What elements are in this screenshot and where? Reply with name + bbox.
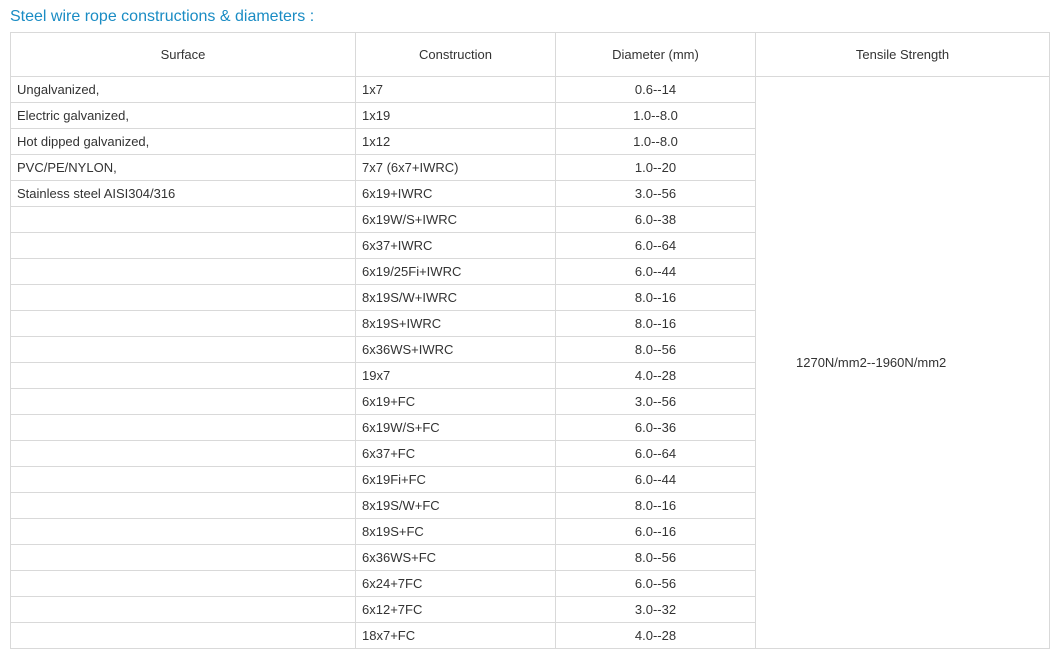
cell-diameter: 8.0--16 — [556, 311, 756, 337]
cell-tensile: 1270N/mm2--1960N/mm2 — [756, 77, 1050, 649]
cell-construction: 8x19S/W+IWRC — [356, 285, 556, 311]
cell-diameter: 8.0--16 — [556, 493, 756, 519]
cell-surface: Ungalvanized, — [11, 77, 356, 103]
cell-surface — [11, 415, 356, 441]
cell-construction: 8x19S/W+FC — [356, 493, 556, 519]
cell-diameter: 6.0--56 — [556, 571, 756, 597]
cell-construction: 6x36WS+IWRC — [356, 337, 556, 363]
cell-surface — [11, 363, 356, 389]
cell-surface — [11, 467, 356, 493]
cell-diameter: 1.0--8.0 — [556, 103, 756, 129]
cell-diameter: 6.0--36 — [556, 415, 756, 441]
cell-surface: PVC/PE/NYLON, — [11, 155, 356, 181]
cell-surface — [11, 571, 356, 597]
cell-diameter: 8.0--56 — [556, 337, 756, 363]
cell-surface: Stainless steel AISI304/316 — [11, 181, 356, 207]
cell-diameter: 6.0--44 — [556, 467, 756, 493]
cell-surface — [11, 519, 356, 545]
cell-diameter: 8.0--56 — [556, 545, 756, 571]
col-header-surface: Surface — [11, 33, 356, 77]
cell-construction: 1x12 — [356, 129, 556, 155]
cell-diameter: 8.0--16 — [556, 285, 756, 311]
cell-diameter: 3.0--32 — [556, 597, 756, 623]
cell-diameter: 6.0--44 — [556, 259, 756, 285]
cell-construction: 6x19W/S+FC — [356, 415, 556, 441]
cell-construction: 6x24+7FC — [356, 571, 556, 597]
col-header-tensile: Tensile Strength — [756, 33, 1050, 77]
cell-diameter: 3.0--56 — [556, 389, 756, 415]
cell-construction: 6x19W/S+IWRC — [356, 207, 556, 233]
cell-surface — [11, 259, 356, 285]
cell-construction: 7x7 (6x7+IWRC) — [356, 155, 556, 181]
cell-surface: Hot dipped galvanized, — [11, 129, 356, 155]
cell-surface — [11, 623, 356, 649]
cell-diameter: 1.0--20 — [556, 155, 756, 181]
cell-surface — [11, 389, 356, 415]
cell-construction: 6x19/25Fi+IWRC — [356, 259, 556, 285]
cell-construction: 6x37+IWRC — [356, 233, 556, 259]
cell-diameter: 6.0--64 — [556, 441, 756, 467]
cell-construction: 1x19 — [356, 103, 556, 129]
cell-diameter: 6.0--64 — [556, 233, 756, 259]
table-row: Ungalvanized,1x70.6--141270N/mm2--1960N/… — [11, 77, 1050, 103]
cell-surface — [11, 441, 356, 467]
spec-table: Surface Construction Diameter (mm) Tensi… — [10, 32, 1050, 649]
cell-construction: 6x36WS+FC — [356, 545, 556, 571]
cell-diameter: 1.0--8.0 — [556, 129, 756, 155]
cell-diameter: 6.0--16 — [556, 519, 756, 545]
table-header-row: Surface Construction Diameter (mm) Tensi… — [11, 33, 1050, 77]
cell-surface — [11, 233, 356, 259]
cell-construction: 6x19+FC — [356, 389, 556, 415]
cell-construction: 18x7+FC — [356, 623, 556, 649]
cell-construction: 19x7 — [356, 363, 556, 389]
cell-surface — [11, 597, 356, 623]
cell-surface — [11, 207, 356, 233]
cell-construction: 8x19S+IWRC — [356, 311, 556, 337]
cell-surface — [11, 493, 356, 519]
page-title: Steel wire rope constructions & diameter… — [10, 8, 1050, 26]
cell-surface — [11, 337, 356, 363]
cell-construction: 6x37+FC — [356, 441, 556, 467]
cell-construction: 6x19+IWRC — [356, 181, 556, 207]
cell-diameter: 4.0--28 — [556, 623, 756, 649]
cell-construction: 6x19Fi+FC — [356, 467, 556, 493]
cell-diameter: 3.0--56 — [556, 181, 756, 207]
cell-surface — [11, 285, 356, 311]
col-header-diameter: Diameter (mm) — [556, 33, 756, 77]
cell-surface: Electric galvanized, — [11, 103, 356, 129]
cell-diameter: 4.0--28 — [556, 363, 756, 389]
table-body: Ungalvanized,1x70.6--141270N/mm2--1960N/… — [11, 77, 1050, 649]
cell-diameter: 6.0--38 — [556, 207, 756, 233]
cell-surface — [11, 311, 356, 337]
cell-construction: 8x19S+FC — [356, 519, 556, 545]
cell-construction: 1x7 — [356, 77, 556, 103]
col-header-construction: Construction — [356, 33, 556, 77]
cell-diameter: 0.6--14 — [556, 77, 756, 103]
cell-surface — [11, 545, 356, 571]
cell-construction: 6x12+7FC — [356, 597, 556, 623]
